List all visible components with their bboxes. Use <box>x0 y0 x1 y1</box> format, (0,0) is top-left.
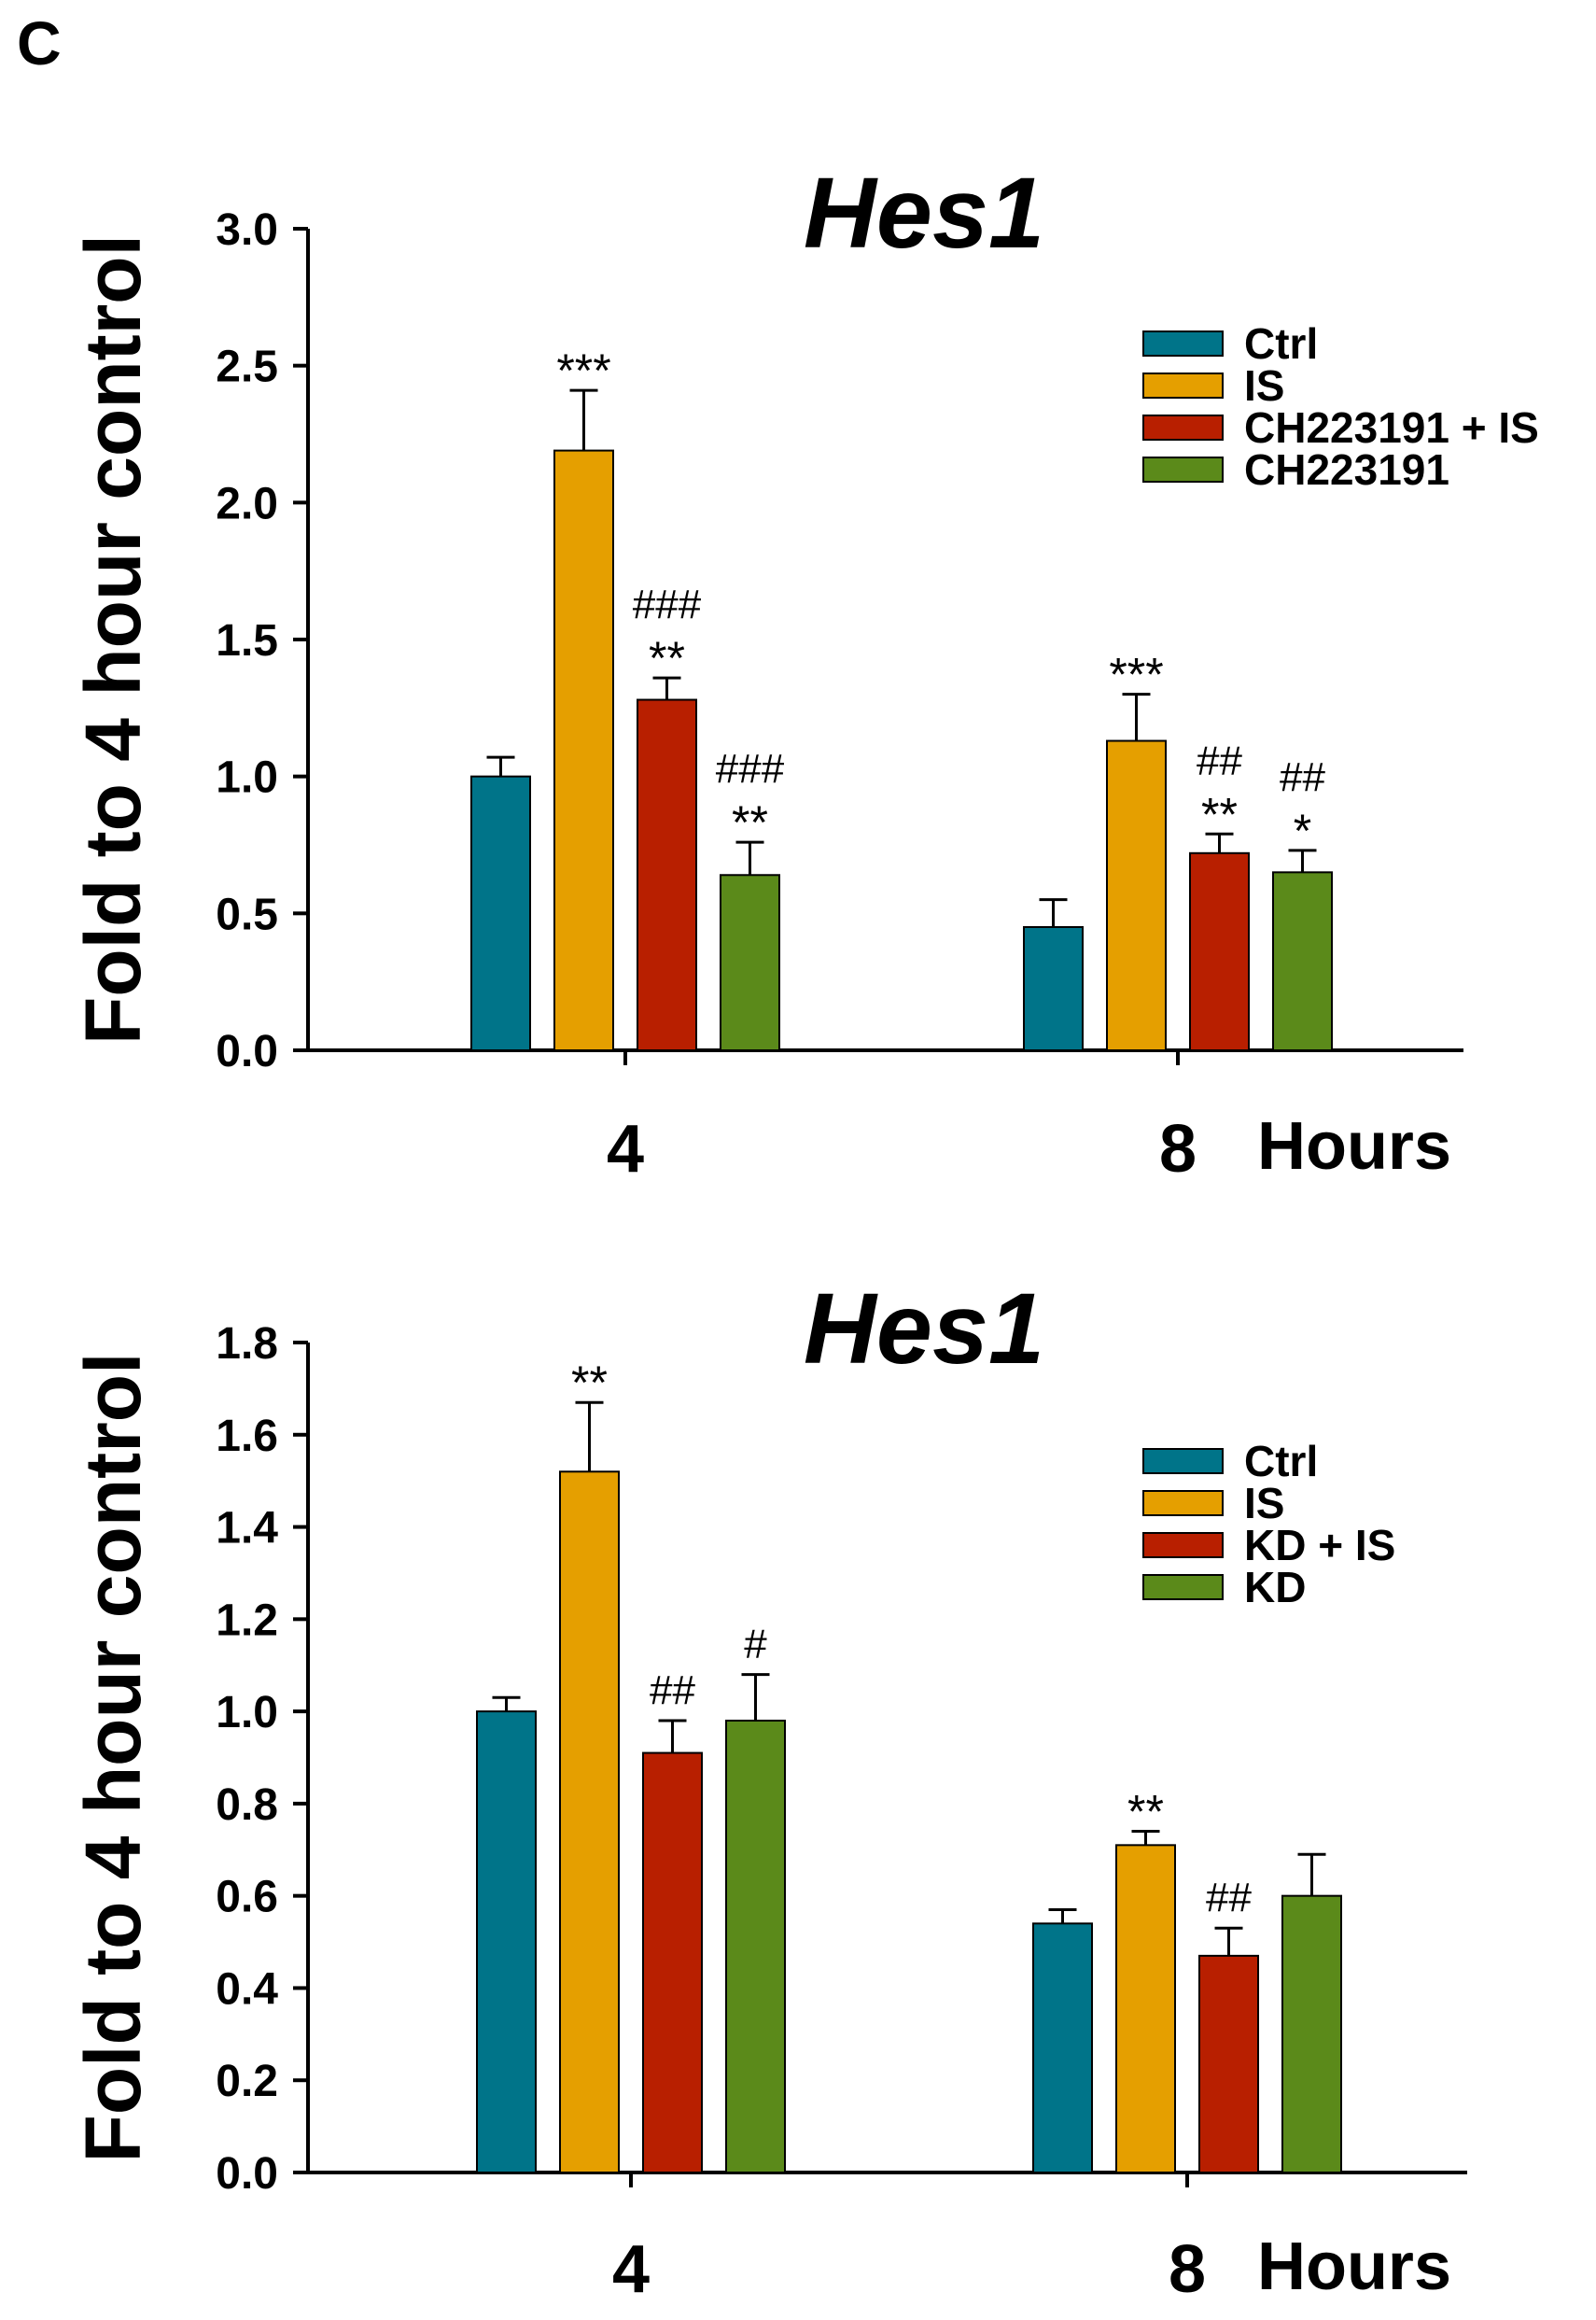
legend-label: CH223191 <box>1244 445 1449 494</box>
bar-kd <box>1281 1894 1342 2173</box>
y-tick-label: 3.0 <box>216 205 278 255</box>
significance-stars: *** <box>556 344 610 397</box>
y-tick-label: 2.0 <box>216 479 278 528</box>
y-tick-label: 0.0 <box>216 1027 278 1076</box>
bar-ctrl <box>1032 1922 1093 2174</box>
y-tick-label: 1.5 <box>216 616 278 666</box>
x-axis-label: Hours <box>1257 2229 1451 2304</box>
x-tick-label: 8 <box>1169 2232 1206 2307</box>
significance-stars: ** <box>1201 788 1238 840</box>
significance-hash: ### <box>716 746 785 792</box>
y-tick-label: 0.6 <box>216 1873 278 1922</box>
x-tick-label: 4 <box>612 2232 650 2307</box>
y-axis-label: Fold to 4 hour control <box>69 234 157 1045</box>
legend-swatch <box>1142 457 1224 483</box>
legend-swatch <box>1142 1490 1224 1516</box>
bar-kd-is <box>1198 1954 1259 2174</box>
chart-title: Hes1 <box>804 156 1044 269</box>
bar-ch223191-is <box>637 698 697 1051</box>
bar-kd <box>725 1719 786 2173</box>
significance-stars: * <box>1294 805 1311 857</box>
legend-swatch <box>1142 1448 1224 1474</box>
chart-title: Hes1 <box>804 1272 1044 1385</box>
legend-label: Ctrl <box>1244 1437 1318 1485</box>
significance-stars: ** <box>571 1357 608 1409</box>
significance-stars: *** <box>1109 649 1163 701</box>
significance-hash: ### <box>633 582 702 627</box>
legend-swatch <box>1142 373 1224 399</box>
bar-is <box>553 449 614 1052</box>
bar-is <box>1115 1844 1176 2173</box>
y-tick-label: 1.0 <box>216 1688 278 1737</box>
significance-stars: ** <box>732 796 768 849</box>
bar-ctrl <box>470 775 531 1052</box>
y-tick-label: 0.0 <box>216 2149 278 2199</box>
y-tick-label: 1.8 <box>216 1319 278 1369</box>
bar-is <box>1106 739 1167 1051</box>
significance-hash: ## <box>1206 1875 1252 1920</box>
y-tick-label: 0.2 <box>216 2057 278 2106</box>
bar-ch223191-is <box>1189 851 1250 1051</box>
significance-hash: ## <box>650 1667 695 1713</box>
x-tick-label: 8 <box>1159 1112 1197 1187</box>
significance-stars: ** <box>1127 1786 1164 1838</box>
y-tick-label: 2.5 <box>216 343 278 392</box>
legend-label: CH223191 + IS <box>1244 403 1539 452</box>
significance-hash: ## <box>1280 754 1325 800</box>
panel-label: C <box>17 8 62 77</box>
x-axis-label: Hours <box>1257 1109 1451 1184</box>
y-tick-label: 1.6 <box>216 1412 278 1461</box>
chart-top: Hes1 Fold to 4 hour control 0.0 0.5 1.0 1.5 2.… <box>69 156 1539 1187</box>
bar-ctrl <box>476 1710 537 2173</box>
significance-hash: # <box>744 1622 767 1667</box>
significance-stars: ** <box>649 632 685 684</box>
y-tick-label: 0.5 <box>216 890 278 939</box>
legend-label: IS <box>1244 1479 1284 1527</box>
legend-label: KD + IS <box>1244 1521 1395 1569</box>
legend-label: KD <box>1244 1563 1306 1611</box>
x-tick-label: 4 <box>607 1112 644 1187</box>
y-tick-label: 0.4 <box>216 1964 278 2014</box>
chart-bottom: Hes1 Fold to 4 hour control 0.0 0.2 0.4 0.6 0.… <box>69 1272 1467 2307</box>
y-axis-label: Fold to 4 hour control <box>69 1353 157 2163</box>
bar-ch223191 <box>1272 871 1333 1051</box>
y-tick-label: 1.0 <box>216 753 278 803</box>
legend-swatch <box>1142 1532 1224 1558</box>
legend-swatch <box>1142 330 1224 357</box>
y-tick-label: 1.2 <box>216 1596 278 1645</box>
bar-is <box>559 1470 620 2174</box>
bar-ch223191 <box>720 874 780 1051</box>
legend-swatch <box>1142 415 1224 441</box>
bar-kd-is <box>642 1751 703 2174</box>
bar-ctrl <box>1023 926 1084 1051</box>
legend-label: Ctrl <box>1244 319 1318 368</box>
y-tick-label: 1.4 <box>216 1504 278 1554</box>
y-tick-label: 0.8 <box>216 1780 278 1830</box>
legend-label: IS <box>1244 361 1284 410</box>
legend-swatch <box>1142 1574 1224 1600</box>
significance-hash: ## <box>1197 738 1242 783</box>
